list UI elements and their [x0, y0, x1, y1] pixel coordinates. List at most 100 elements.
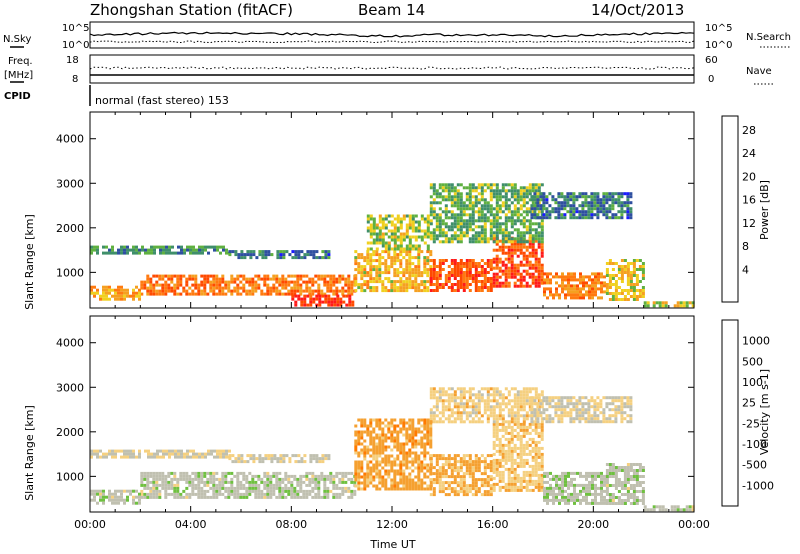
heatmap-cell	[432, 262, 436, 265]
heatmap-cell	[495, 266, 499, 270]
heatmap-cell	[429, 466, 433, 470]
heatmap-cell	[474, 265, 478, 268]
heatmap-cell	[420, 418, 424, 422]
heatmap-cell	[528, 189, 532, 193]
heatmap-cell	[435, 478, 439, 482]
heatmap-cell	[372, 418, 376, 422]
heatmap-cell	[105, 495, 108, 499]
heatmap-cell	[546, 287, 549, 291]
heatmap-cell	[444, 417, 448, 421]
heatmap-cell	[405, 433, 409, 437]
heatmap-cell	[575, 195, 579, 199]
heatmap-cell	[197, 292, 201, 296]
heatmap-cell	[441, 393, 445, 397]
heatmap-cell	[164, 483, 168, 487]
heatmap-cell	[676, 301, 680, 305]
heatmap-cell	[363, 421, 367, 425]
heatmap-cell	[594, 293, 597, 297]
heatmap-cell	[468, 204, 472, 208]
heatmap-cell	[450, 286, 454, 289]
heatmap-cell	[278, 280, 282, 284]
heatmap-cell	[240, 250, 244, 254]
heatmap-cell	[155, 492, 159, 496]
heatmap-cell	[465, 411, 469, 415]
heatmap-cell	[396, 256, 400, 260]
heatmap-cell	[483, 490, 487, 494]
heatmap-cell	[504, 240, 508, 244]
heatmap-cell	[465, 271, 469, 274]
heatmap-cell	[441, 420, 445, 424]
heatmap-cell	[96, 288, 99, 292]
heatmap-cell	[477, 192, 481, 196]
heatmap-cell	[245, 477, 249, 481]
heatmap-cell	[447, 189, 451, 193]
heatmap-cell	[206, 277, 210, 281]
heatmap-cell	[237, 460, 241, 464]
heatmap-cell	[480, 280, 484, 283]
heatmap-cell	[534, 269, 538, 273]
heatmap-cell	[354, 277, 358, 281]
heatmap-cell	[314, 492, 318, 496]
heatmap-cell	[605, 198, 609, 202]
heatmap-cell	[501, 470, 505, 474]
heatmap-cell	[324, 300, 328, 304]
heatmap-cell	[332, 477, 336, 481]
heatmap-cell	[366, 469, 370, 473]
heatmap-cell	[471, 207, 475, 211]
heatmap-cell	[360, 253, 364, 257]
heatmap-cell	[492, 284, 496, 288]
heatmap-cell	[575, 417, 579, 421]
heatmap-cell	[236, 274, 240, 278]
heatmap-cell	[266, 483, 270, 487]
heatmap-cell	[393, 271, 397, 275]
heatmap-cell	[402, 232, 406, 236]
heatmap-cell	[546, 492, 549, 496]
heatmap-cell	[474, 466, 478, 470]
heatmap-cell	[305, 274, 309, 278]
heatmap-cell	[531, 278, 535, 282]
heatmap-cell	[305, 495, 309, 499]
heatmap-cell	[522, 234, 526, 238]
heatmap-cell	[108, 288, 111, 292]
heatmap-cell	[372, 241, 376, 245]
heatmap-cell	[573, 495, 576, 499]
heatmap-cell	[126, 251, 129, 255]
heatmap-cell	[369, 475, 373, 479]
heatmap-cell	[492, 393, 496, 397]
heatmap-cell	[263, 495, 267, 499]
heatmap-cell	[453, 262, 457, 265]
heatmap-cell	[311, 471, 315, 475]
heatmap-cell	[281, 280, 285, 284]
heatmap-cell	[372, 466, 376, 470]
heatmap-cell	[480, 259, 484, 262]
heatmap-cell	[596, 402, 600, 406]
heatmap-cell	[387, 247, 391, 251]
heatmap-cell	[554, 198, 558, 202]
heatmap-cell	[548, 414, 552, 418]
heatmap-cell	[372, 478, 376, 482]
heatmap-cell	[363, 478, 367, 482]
heatmap-cell	[591, 477, 594, 481]
heatmap-cell	[384, 424, 388, 428]
heatmap-cell	[426, 427, 430, 431]
heatmap-cell	[459, 390, 463, 394]
heatmap-cell	[540, 473, 544, 477]
heatmap-cell	[347, 471, 351, 475]
heatmap-cell	[269, 486, 273, 490]
heatmap-cell	[390, 259, 394, 263]
heatmap-cell	[411, 268, 415, 272]
heatmap-cell	[468, 396, 472, 400]
heatmap-cell	[620, 292, 624, 295]
y-tick-label: 2000	[56, 222, 84, 235]
heatmap-cell	[312, 300, 316, 304]
heatmap-cell	[462, 274, 466, 277]
heatmap-cell	[321, 457, 325, 461]
heatmap-cell	[347, 286, 351, 290]
heatmap-cell	[423, 442, 427, 446]
heatmap-cell	[215, 280, 219, 284]
heatmap-cell	[420, 229, 424, 233]
heatmap-cell	[608, 420, 612, 424]
heatmap-cell	[350, 489, 354, 493]
heatmap-cell	[396, 457, 400, 461]
heatmap-cell	[123, 489, 126, 493]
